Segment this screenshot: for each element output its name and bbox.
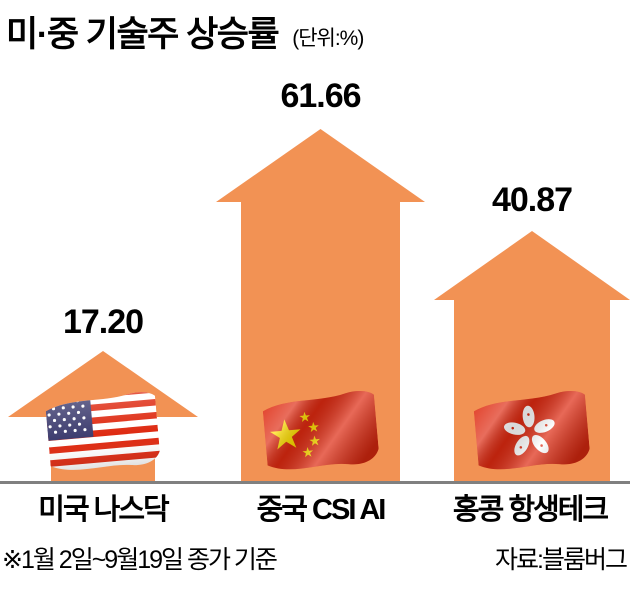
unit-annotation: (단위:%) — [292, 27, 364, 50]
china-flag — [258, 385, 383, 481]
category-label-2: 중국 CSI AI — [256, 494, 387, 526]
bar-group-2[interactable]: 61.66 — [216, 79, 425, 484]
us-flag-icon — [44, 390, 161, 473]
hongkong-flag-icon — [472, 389, 591, 473]
category-label-row: 미국 나스닥 중국 CSI AI 홍콩 항생테크 — [0, 492, 630, 536]
bar-group-3[interactable]: 40.87 — [434, 183, 630, 484]
chart-plot-area: 17.20 — [0, 52, 630, 484]
footnote-row: ※1월 2일~9월19일 종가 기준 자료:블룸버그 — [0, 545, 630, 587]
china-flag-icon — [261, 389, 380, 473]
us-flag — [40, 385, 165, 481]
hongkong-flag — [469, 385, 594, 481]
category-label-1: 미국 나스닥 — [38, 494, 169, 526]
page-title: 미·중 기술주 상승률 — [6, 15, 280, 54]
category-label-3: 홍콩 항생테크 — [452, 494, 609, 526]
bar-value-label-3: 40.87 — [491, 181, 573, 219]
bar-value-label-2: 61.66 — [280, 77, 361, 115]
chart-header: 미·중 기술주 상승률 (단위:%) — [0, 0, 630, 52]
footnote-source: 자료:블룸버그 — [495, 546, 628, 574]
footnote-period: ※1월 2일~9월19일 종가 기준 — [2, 546, 278, 574]
bar-value-label-1: 17.20 — [62, 303, 144, 341]
chart-baseline — [0, 481, 630, 484]
bar-group-1[interactable]: 17.20 — [8, 305, 198, 484]
